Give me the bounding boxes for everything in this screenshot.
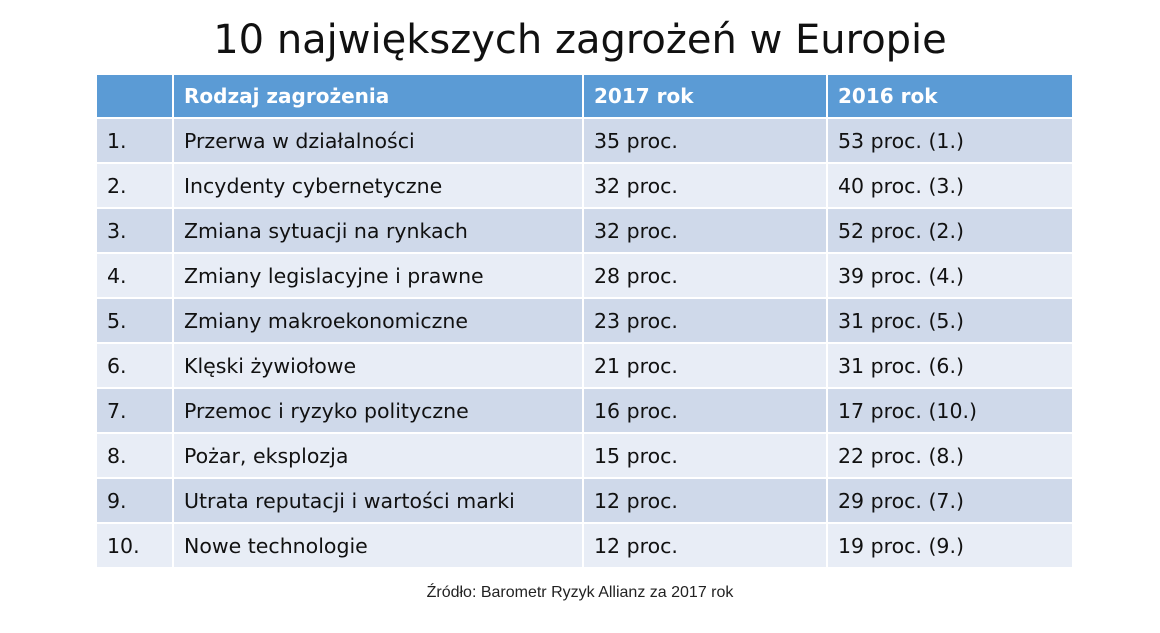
value-2017-cell: 35 proc.: [582, 117, 828, 164]
value-2017-cell: 32 proc.: [582, 162, 828, 209]
value-2017-cell: 32 proc.: [582, 207, 828, 254]
value-2016-cell: 22 proc. (8.): [826, 432, 1074, 479]
risk-type-cell: Zmiana sytuacji na rynkach: [172, 207, 584, 254]
rank-cell: 4.: [95, 252, 174, 299]
value-2016-cell: 52 proc. (2.): [826, 207, 1074, 254]
value-2017-cell: 15 proc.: [582, 432, 828, 479]
header-risk-type: Rodzaj zagrożenia: [172, 73, 584, 119]
rank-cell: 10.: [95, 522, 174, 569]
rank-cell: 3.: [95, 207, 174, 254]
rank-cell: 8.: [95, 432, 174, 479]
risk-type-cell: Incydenty cybernetyczne: [172, 162, 584, 209]
value-2016-cell: 39 proc. (4.): [826, 252, 1074, 299]
value-2017-cell: 16 proc.: [582, 387, 828, 434]
header-2017: 2017 rok: [582, 73, 828, 119]
header-number: [95, 73, 174, 119]
table-row: 5. Zmiany makroekonomiczne 23 proc. 31 proc…: [95, 297, 1074, 344]
value-2017-cell: 23 proc.: [582, 297, 828, 344]
value-2016-cell: 31 proc. (6.): [826, 342, 1074, 389]
value-2017-cell: 12 proc.: [582, 477, 828, 524]
risk-type-cell: Nowe technologie: [172, 522, 584, 569]
table-row: 2. Incydenty cybernetyczne 32 proc. 40 proc…: [95, 162, 1074, 209]
table-row: 9. Utrata reputacji i wartości marki 12 pr…: [95, 477, 1074, 524]
value-2016-cell: 19 proc. (9.): [826, 522, 1074, 569]
value-2016-cell: 40 proc. (3.): [826, 162, 1074, 209]
table-row: 1. Przerwa w działalności 35 proc. 53 proc.…: [95, 117, 1074, 164]
table-row: 6. Klęski żywiołowe 21 proc. 31 proc. (6.): [95, 342, 1074, 389]
table-row: 3. Zmiana sytuacji na rynkach 32 proc. 52 p…: [95, 207, 1074, 254]
rank-cell: 9.: [95, 477, 174, 524]
rank-cell: 5.: [95, 297, 174, 344]
rank-cell: 1.: [95, 117, 174, 164]
value-2016-cell: 53 proc. (1.): [826, 117, 1074, 164]
value-2016-cell: 17 proc. (10.): [826, 387, 1074, 434]
value-2016-cell: 29 proc. (7.): [826, 477, 1074, 524]
table-row: 4. Zmiany legislacyjne i prawne 28 proc. 39…: [95, 252, 1074, 299]
risk-type-cell: Przerwa w działalności: [172, 117, 584, 164]
header-2016: 2016 rok: [826, 73, 1074, 119]
page-title: 10 największych zagrożeń w Europie: [213, 17, 947, 63]
table-row: 7. Przemoc i ryzyko polityczne 16 proc. 17 …: [95, 387, 1074, 434]
table-row: 8. Pożar, eksplozja 15 proc. 22 proc. (8.): [95, 432, 1074, 479]
source-note: Źródło: Barometr Ryzyk Allianz za 2017 r…: [426, 584, 734, 601]
value-2017-cell: 12 proc.: [582, 522, 828, 569]
value-2017-cell: 28 proc.: [582, 252, 828, 299]
rank-cell: 7.: [95, 387, 174, 434]
table-header-row: Rodzaj zagrożenia 2017 rok 2016 rok: [95, 73, 1074, 119]
risk-table: Rodzaj zagrożenia 2017 rok 2016 rok 1. Pr…: [95, 73, 1074, 569]
risk-type-cell: Zmiany legislacyjne i prawne: [172, 252, 584, 299]
rank-cell: 2.: [95, 162, 174, 209]
risk-type-cell: Klęski żywiołowe: [172, 342, 584, 389]
rank-cell: 6.: [95, 342, 174, 389]
table-row: 10. Nowe technologie 12 proc. 19 proc. (9.): [95, 522, 1074, 569]
risk-type-cell: Przemoc i ryzyko polityczne: [172, 387, 584, 434]
risk-type-cell: Zmiany makroekonomiczne: [172, 297, 584, 344]
risk-type-cell: Utrata reputacji i wartości marki: [172, 477, 584, 524]
value-2016-cell: 31 proc. (5.): [826, 297, 1074, 344]
risk-type-cell: Pożar, eksplozja: [172, 432, 584, 479]
value-2017-cell: 21 proc.: [582, 342, 828, 389]
